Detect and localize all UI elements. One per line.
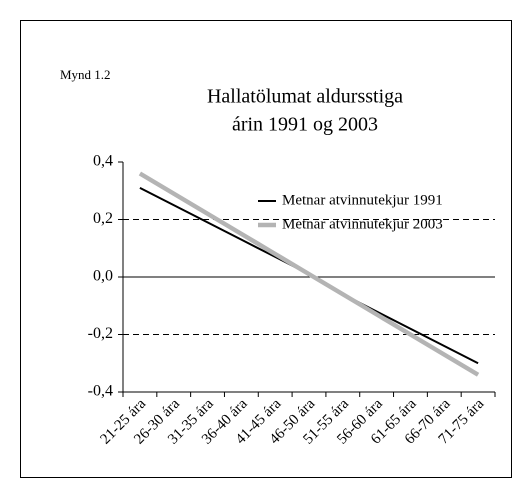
legend-label: Metnar atvinnutekjur 1991 [282,192,443,208]
series-line [138,171,480,377]
y-tick-label: 0,0 [93,268,113,285]
y-tick-label: 0,2 [93,210,113,227]
chart-title: árin 1991 og 2003 [232,114,378,136]
legend-label: Metnar atvinnutekjur 2003 [282,216,443,232]
figure-label: Mynd 1.2 [60,67,111,82]
chart-title: Hallatölumat aldursstiga [207,86,403,108]
y-tick-label: -0,2 [88,325,113,342]
y-tick-label: -0,4 [88,383,113,400]
y-tick-label: 0,4 [93,153,113,170]
